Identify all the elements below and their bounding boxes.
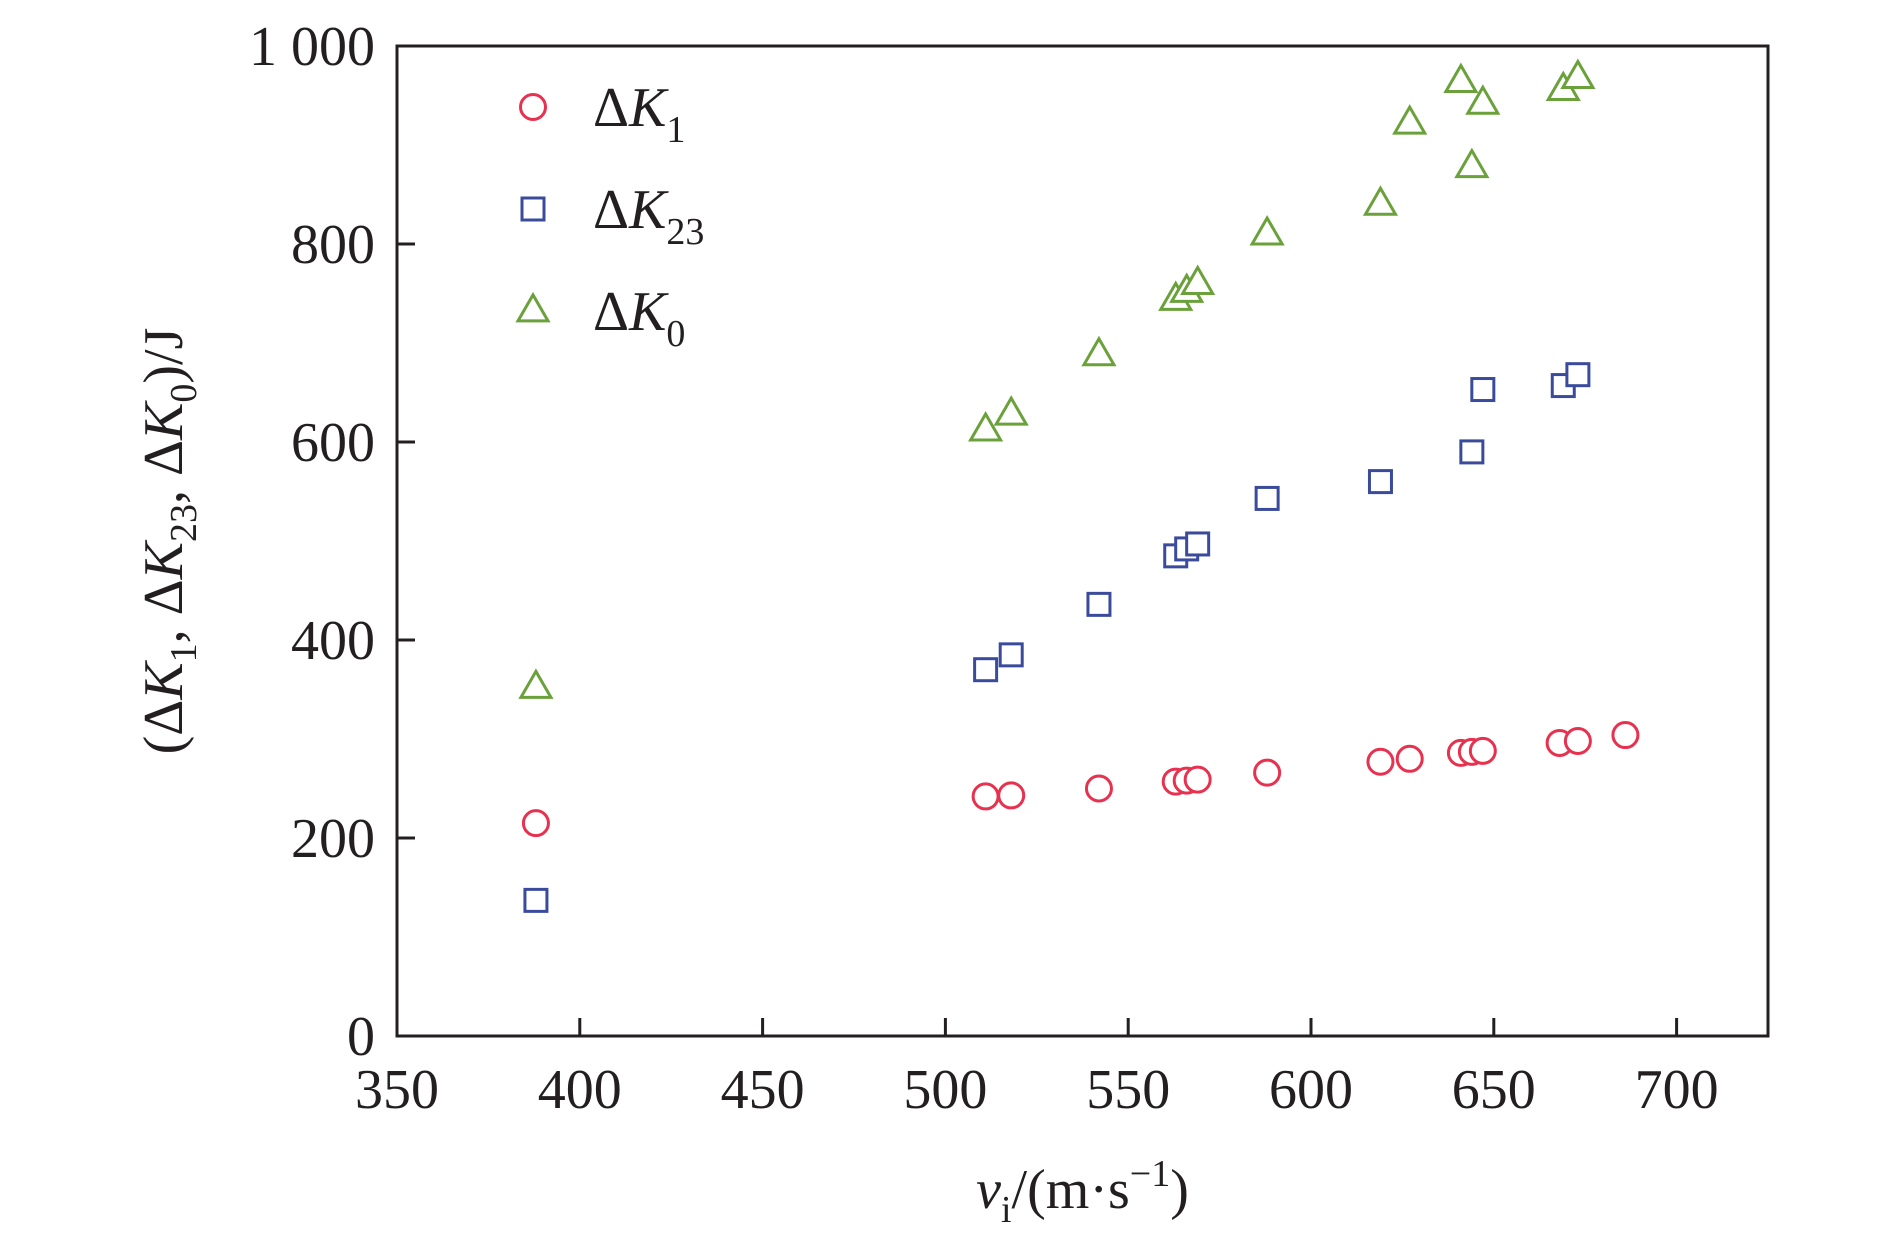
point-square (1565, 362, 1591, 388)
x-tick-label: 400 (538, 1059, 622, 1121)
point-triangle (993, 395, 1029, 426)
point-circle (1611, 721, 1640, 750)
plot-frame (395, 44, 1770, 1038)
point-square (1470, 377, 1496, 403)
series-circle (521, 721, 1640, 838)
point-square (1086, 591, 1112, 617)
point-triangle (1081, 335, 1117, 367)
point-triangle (1454, 147, 1490, 179)
legend-marker-circle (519, 93, 547, 121)
point-triangle (518, 668, 554, 699)
series-square (523, 362, 1591, 913)
point-circle (1183, 765, 1212, 794)
x-tick-label: 500 (903, 1059, 987, 1121)
point-circle (1084, 774, 1113, 803)
point-circle (1366, 747, 1395, 776)
y-axis-ticks: 0 200 400 600 800 1 000 (249, 16, 415, 1068)
x-tick-label: 650 (1452, 1059, 1536, 1121)
point-triangle (1465, 84, 1501, 115)
point-square (998, 642, 1024, 668)
point-triangle (968, 410, 1004, 442)
point-triangle (1362, 185, 1399, 216)
y-tick-label: 400 (291, 610, 375, 672)
point-square (1185, 531, 1211, 557)
x-tick-label: 600 (1269, 1059, 1353, 1121)
x-tick-label: 550 (1086, 1059, 1170, 1121)
point-circle (1468, 736, 1497, 765)
series-triangle (518, 58, 1596, 699)
legend-item: ΔK1 (519, 77, 685, 151)
y-tick-label: 200 (291, 808, 375, 870)
point-triangle (1180, 264, 1216, 295)
axes-frame (395, 44, 1770, 1038)
point-triangle (1443, 62, 1479, 94)
point-triangle (1392, 104, 1428, 135)
point-square (1367, 469, 1393, 495)
point-square (523, 887, 549, 913)
y-axis-label: (ΔK1, ΔK23, ΔK0)/J (133, 328, 205, 755)
x-axis-ticks: 350 400 450 500 550 600 650 700 (355, 1018, 1719, 1121)
legend-marker-square (520, 196, 546, 222)
point-triangle (1560, 58, 1596, 90)
x-tick-label: 700 (1635, 1059, 1719, 1121)
x-axis-label: vi/(m·s−1) (976, 1153, 1189, 1231)
point-triangle (1249, 214, 1285, 246)
point-circle (997, 781, 1026, 810)
point-circle (521, 809, 550, 838)
legend-item: ΔK23 (520, 179, 704, 253)
legend: ΔK1 ΔK23 ΔK0 (515, 77, 704, 355)
legend-marker-triangle (515, 291, 551, 323)
point-square (1459, 439, 1485, 465)
legend-label: ΔK23 (593, 179, 704, 253)
y-tick-label: 0 (347, 1006, 375, 1068)
x-tick-label: 350 (355, 1059, 439, 1121)
legend-label: ΔK1 (593, 77, 685, 151)
point-circle (1563, 726, 1592, 755)
point-circle (1395, 744, 1424, 773)
point-circle (971, 782, 1000, 811)
point-circle (1253, 758, 1282, 787)
point-square (1254, 485, 1280, 511)
y-tick-label: 1 000 (249, 16, 375, 78)
y-tick-label: 600 (291, 412, 375, 474)
y-tick-label: 800 (291, 214, 375, 276)
legend-label: ΔK0 (593, 281, 685, 355)
x-tick-label: 450 (721, 1059, 805, 1121)
data-points (518, 58, 1640, 913)
legend-item: ΔK0 (515, 281, 685, 355)
point-square (973, 657, 999, 683)
